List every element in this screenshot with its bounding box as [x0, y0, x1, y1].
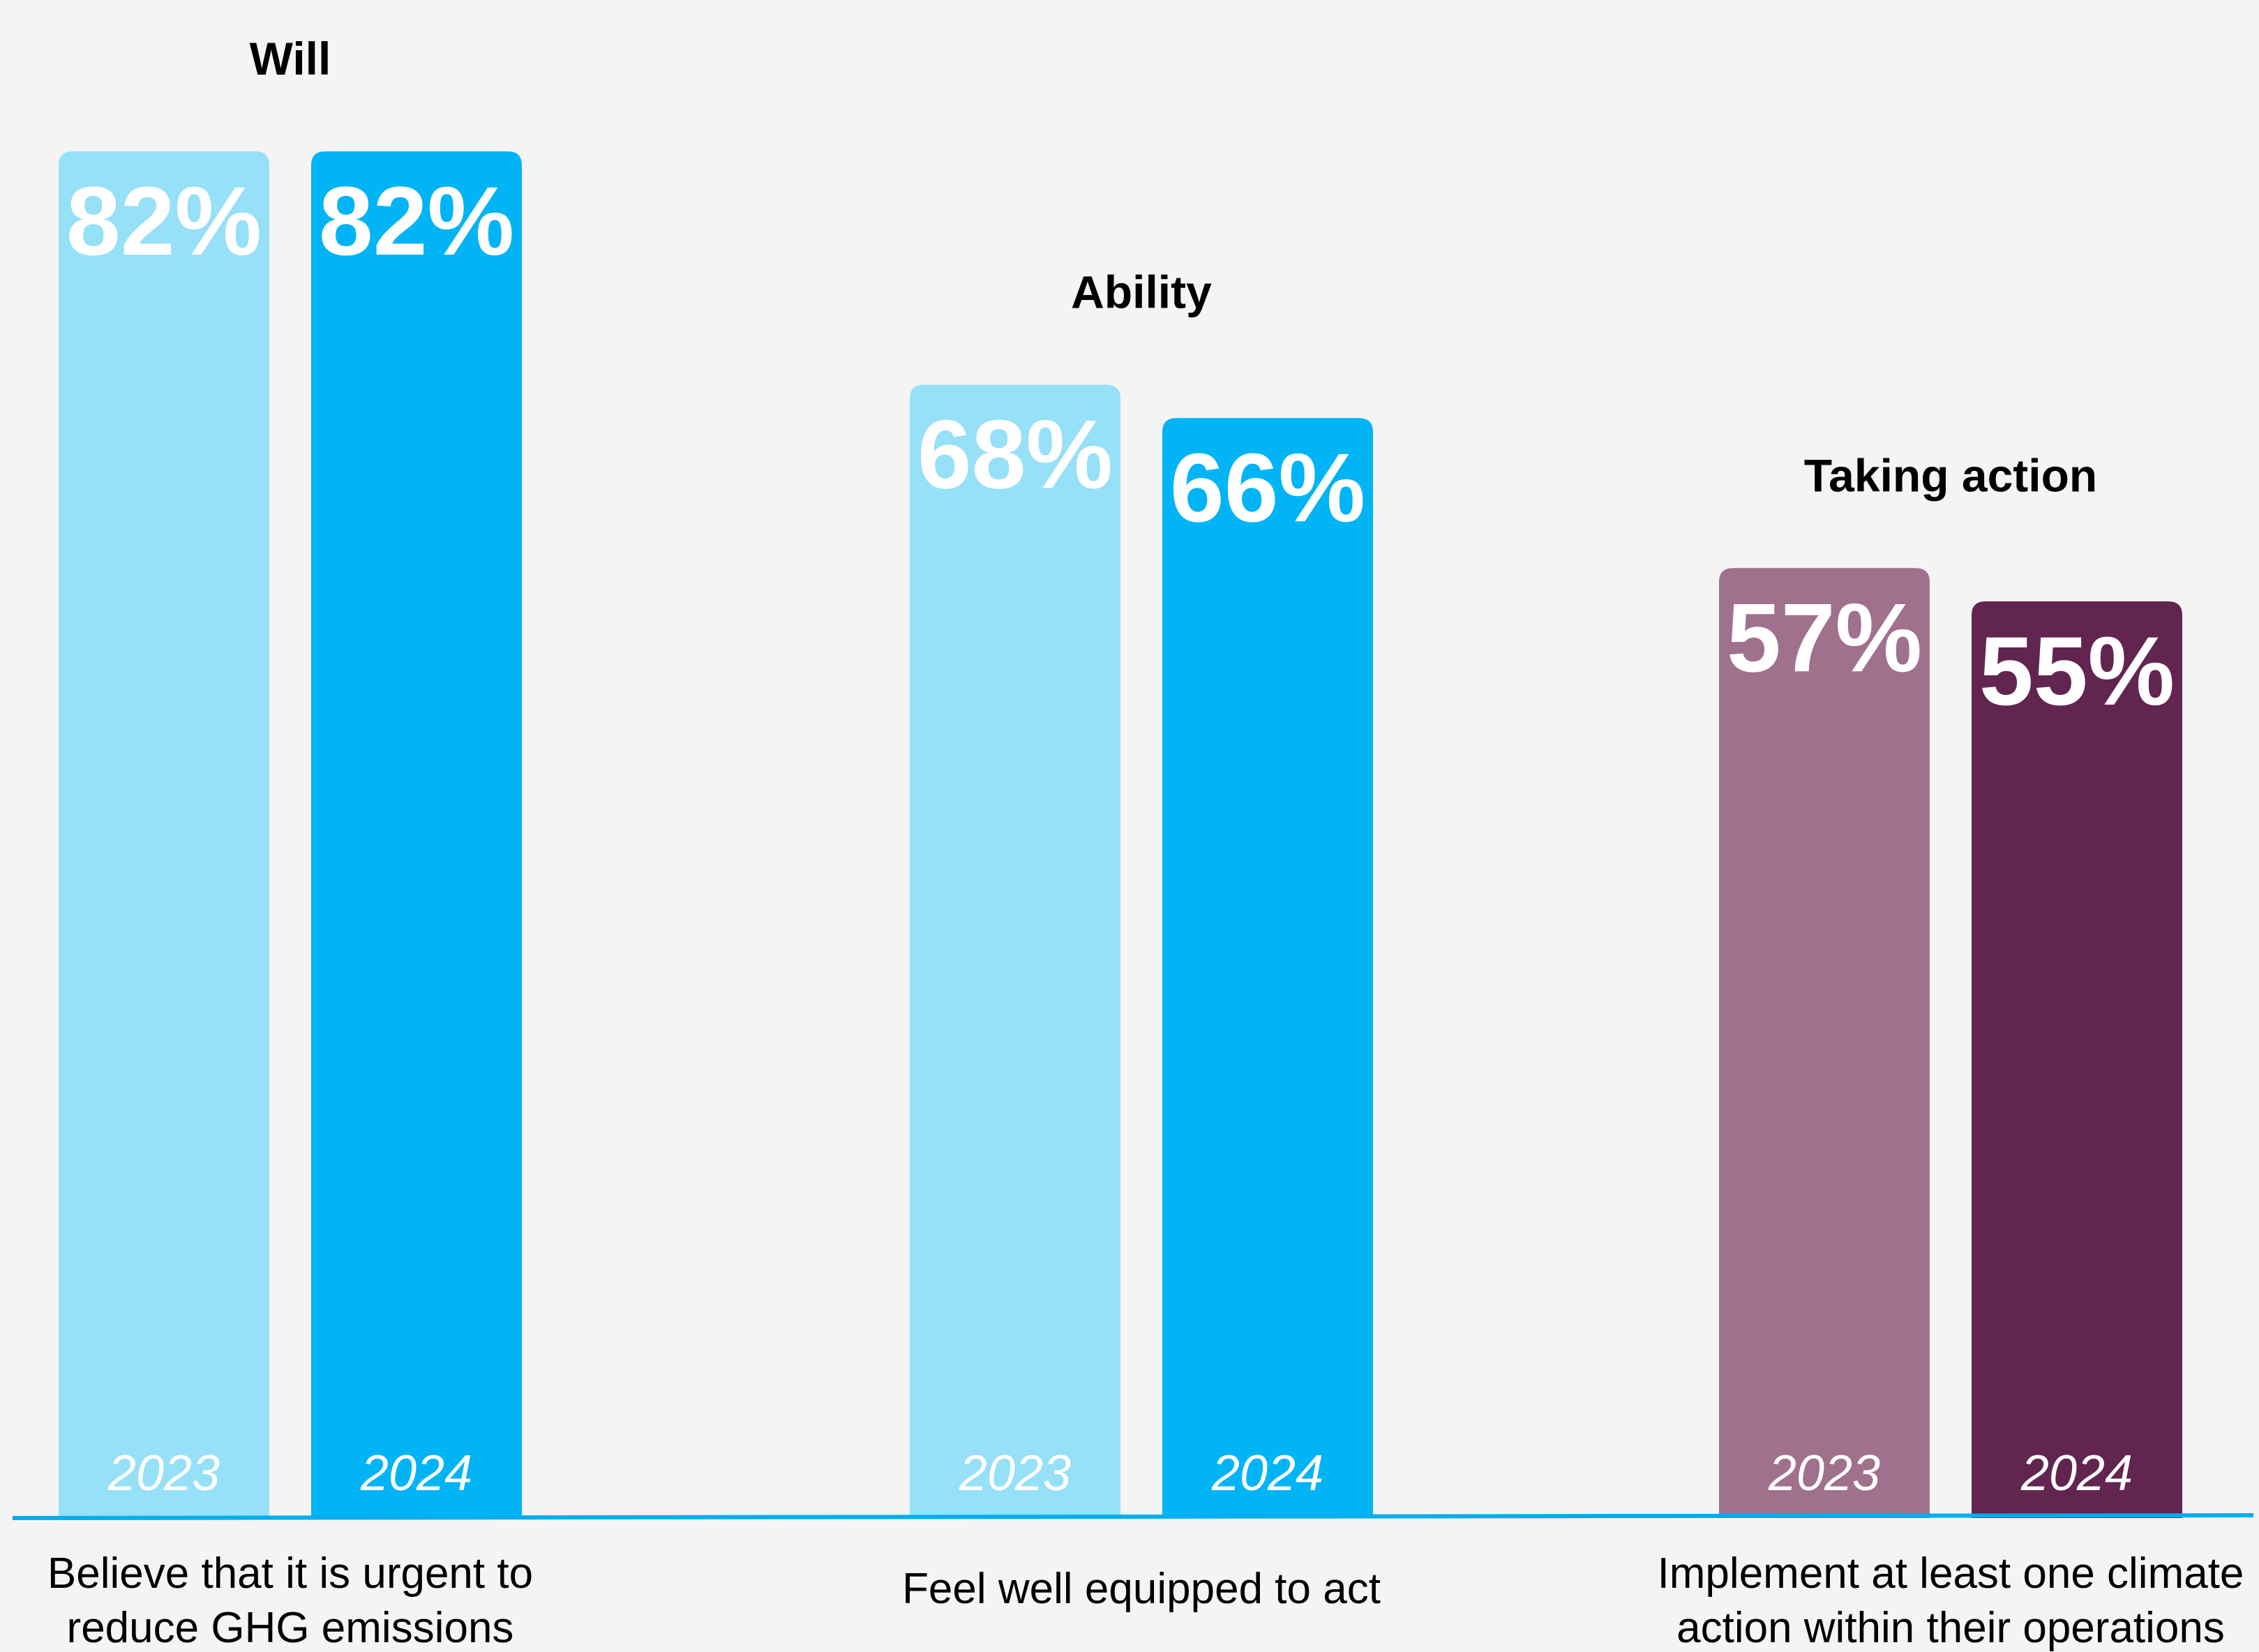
- year-label-1-2024: 2024: [1211, 1446, 1323, 1501]
- year-label-0-2024: 2024: [360, 1446, 472, 1501]
- bar-0-2023: [59, 151, 269, 1518]
- year-label-2-2023: 2023: [1768, 1446, 1880, 1501]
- bar-group-2: 57% 2023 55% 2024 Taking action Implement at …: [1658, 449, 2244, 1652]
- bar-group-0: 82% 2023 82% 2024 Will Believe that it is urg…: [47, 33, 533, 1652]
- bar-2-2024: [1972, 601, 2182, 1518]
- group-title-0: Will: [250, 33, 331, 84]
- year-label-1-2023: 2023: [959, 1446, 1071, 1501]
- category-label-2-line-0: Implement at least one climate: [1658, 1549, 2244, 1598]
- bar-1-2023: [910, 384, 1120, 1518]
- value-label-1-2024: 66%: [1170, 433, 1365, 542]
- category-label-2-line-1: action within their operations: [1676, 1604, 2225, 1652]
- bar-1-2024: [1162, 418, 1373, 1518]
- bar-0-2024: [311, 151, 522, 1518]
- value-label-0-2024: 82%: [319, 166, 514, 276]
- value-label-2-2023: 57%: [1727, 583, 1922, 692]
- group-title-2: Taking action: [1804, 449, 2098, 501]
- value-label-1-2023: 68%: [917, 399, 1113, 509]
- category-label-1-line-0: Feel well equipped to act: [902, 1565, 1381, 1613]
- bar-group-1: 68% 2023 66% 2024 Ability Feel well equipped …: [902, 266, 1381, 1613]
- bar-2-2023: [1719, 568, 1930, 1518]
- value-label-2-2024: 55%: [1979, 616, 2175, 726]
- group-title-1: Ability: [1071, 266, 1212, 317]
- baseline-axis: [12, 1513, 2254, 1520]
- year-label-2-2024: 2024: [2020, 1446, 2133, 1501]
- value-label-0-2023: 82%: [66, 166, 262, 276]
- year-label-0-2023: 2023: [107, 1446, 220, 1501]
- category-label-0-line-0: Believe that it is urgent to: [47, 1549, 533, 1598]
- category-label-0-line-1: reduce GHG emissions: [67, 1604, 514, 1652]
